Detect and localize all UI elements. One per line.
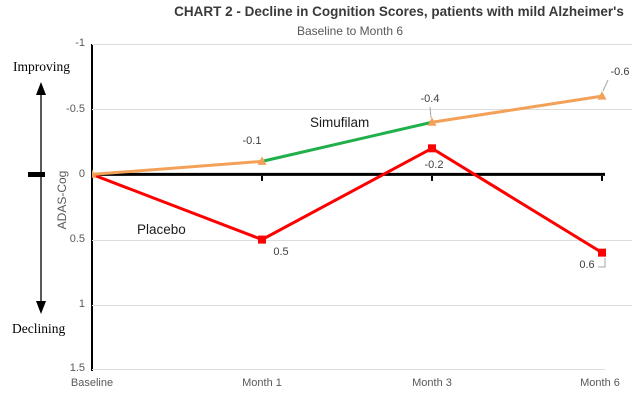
y-tick-label: -1 — [75, 37, 85, 49]
improving-label: Improving — [13, 59, 70, 74]
declining-label: Declining — [12, 321, 66, 336]
zero-level-tick — [28, 172, 45, 177]
plot-area: Simufilam Placebo -0.1 -0.4 -0.6 0.5 -0.… — [92, 44, 632, 370]
gridline — [92, 240, 632, 241]
chart-subtitle: Baseline to Month 6 — [296, 24, 404, 38]
gridline — [92, 44, 632, 45]
simufilam-series-label: Simufilam — [310, 115, 370, 130]
y-tick-label: 1.5 — [69, 362, 85, 374]
y-tick-label: 0.5 — [69, 233, 85, 245]
improving-declining-arrow-icon — [36, 82, 46, 314]
series-lines — [92, 79, 609, 268]
x-label-month6: Month 6 — [580, 377, 620, 389]
y-tick-label: 0 — [78, 168, 85, 180]
gridline — [92, 305, 632, 306]
x-label-month3: Month 3 — [412, 377, 452, 389]
gridline — [92, 109, 632, 110]
x-label-month1: Month 1 — [242, 377, 282, 389]
data-label-placebo-m1: 0.5 — [273, 246, 289, 258]
x-label-baseline: Baseline — [70, 377, 114, 389]
y-axis-line — [91, 44, 93, 371]
data-label-simufilam-m1: -0.1 — [242, 135, 262, 147]
y-tick-label: 1 — [78, 298, 85, 310]
y-tick-label: -0.5 — [66, 103, 85, 115]
data-label-placebo-m6: 0.6 — [579, 259, 595, 271]
placebo-series-label: Placebo — [137, 222, 186, 237]
data-label-placebo-m3: -0.2 — [424, 159, 444, 171]
data-label-simufilam-m3: -0.4 — [420, 93, 440, 105]
x-axis-line — [92, 369, 605, 370]
chart-title: CHART 2 - Decline in Cognition Scores, p… — [174, 4, 624, 19]
data-label-simufilam-m6: -0.6 — [610, 66, 630, 78]
